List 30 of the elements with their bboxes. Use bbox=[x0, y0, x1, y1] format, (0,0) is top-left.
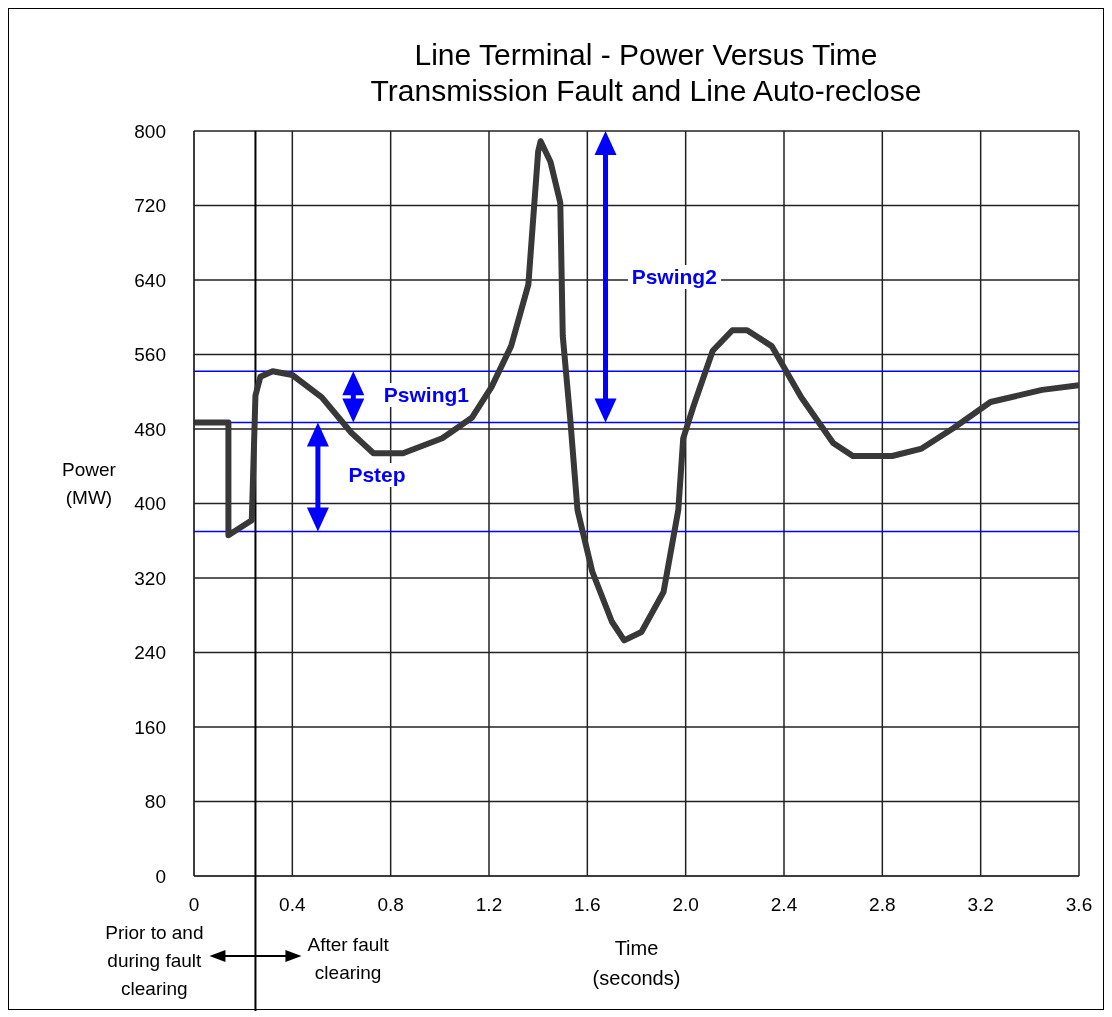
chart-title: Line Terminal - Power Versus Time bbox=[413, 37, 879, 73]
text: Prior to and during fault clearing bbox=[105, 921, 204, 1001]
x-tick-label: 0.8 bbox=[377, 894, 404, 916]
y-tick-label: 560 bbox=[134, 344, 166, 366]
y-tick-label: 160 bbox=[134, 716, 166, 738]
x-axis-title: Time (seconds) bbox=[591, 936, 682, 991]
x-tick-label: 3.6 bbox=[1065, 894, 1093, 916]
text: After fault clearing bbox=[307, 933, 389, 985]
y-tick-label: 720 bbox=[134, 195, 166, 217]
x-tick-label: 2.8 bbox=[869, 894, 896, 916]
y-tick-label: 0 bbox=[155, 865, 166, 887]
annotation: Pswing1 bbox=[379, 382, 474, 407]
x-tick-label: 1.6 bbox=[574, 894, 601, 916]
x-tick-label: 1.2 bbox=[475, 894, 503, 916]
x-tick-label: 0 bbox=[188, 894, 200, 916]
x-tick-label: 0.4 bbox=[279, 894, 306, 916]
x-tick-label: 2.0 bbox=[672, 894, 699, 916]
annotation: Pswing2 bbox=[627, 265, 721, 290]
y-tick-label: 400 bbox=[134, 493, 166, 515]
y-tick-label: 80 bbox=[144, 791, 166, 813]
chart-subtitle: Transmission Fault and Line Auto-reclose bbox=[369, 73, 923, 109]
y-tick-label: 240 bbox=[134, 642, 166, 664]
y-tick-label: 480 bbox=[134, 418, 166, 440]
x-tick-label: 2.4 bbox=[770, 894, 798, 916]
y-axis-title: Power (MW) bbox=[61, 458, 117, 509]
y-tick-label: 640 bbox=[134, 269, 166, 291]
x-tick-label: 3.2 bbox=[967, 894, 994, 916]
y-tick-label: 320 bbox=[134, 567, 166, 589]
y-tick-label: 800 bbox=[134, 120, 166, 142]
annotation: Pstep bbox=[344, 462, 410, 487]
